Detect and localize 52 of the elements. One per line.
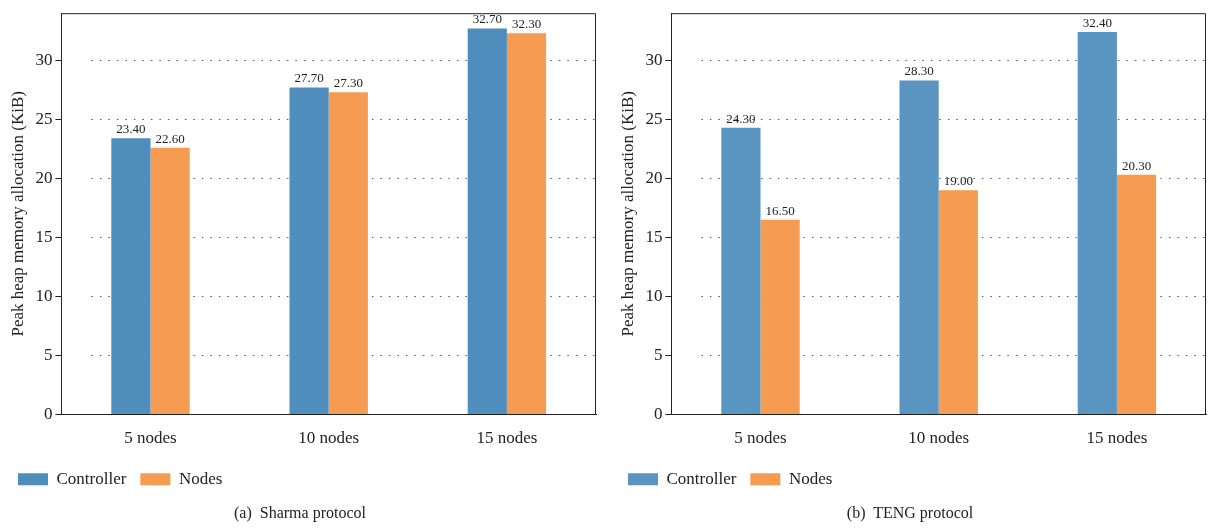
y-tick-label: 10	[645, 285, 663, 305]
y-tick-label: 30	[35, 49, 53, 69]
data-label: 16.50	[765, 202, 795, 218]
bar	[111, 138, 151, 414]
y-tick-label: 10	[35, 285, 53, 305]
bar	[899, 80, 939, 414]
x-tick-label: 5 nodes	[124, 428, 177, 448]
x-tick-label: 10 nodes	[908, 428, 970, 448]
bar	[1116, 174, 1157, 414]
data-label: 32.70	[472, 11, 502, 27]
bar	[328, 92, 368, 414]
bar	[938, 190, 978, 414]
x-tick-label: 5 nodes	[734, 428, 787, 448]
y-tick-label: 5	[43, 344, 53, 364]
legend-label: Nodes	[788, 468, 833, 488]
y-tick-label: 5	[653, 344, 663, 364]
data-label: 24.30	[726, 110, 756, 126]
y-tick-label: 25	[645, 108, 663, 128]
x-tick-label: 15 nodes	[1086, 428, 1148, 448]
data-label: 28.30	[904, 63, 934, 79]
bar	[467, 28, 507, 414]
data-label: 27.70	[294, 70, 324, 86]
x-tick-label: 10 nodes	[298, 428, 360, 448]
y-tick-label: 20	[645, 167, 663, 187]
data-label: 27.30	[333, 75, 363, 91]
bar	[1077, 32, 1117, 414]
y-tick-label: 15	[35, 226, 53, 246]
bar	[760, 219, 800, 414]
y-axis-title: Peak heap memory allocation (KiB)	[617, 91, 637, 337]
text: (b) TENG protocol	[846, 503, 974, 522]
bar	[150, 147, 190, 414]
y-tick-label: 0	[43, 403, 53, 423]
bar	[506, 33, 547, 414]
legend-label: Controller	[666, 468, 737, 488]
data-label: 20.30	[1121, 157, 1152, 173]
y-tick-label: 0	[653, 403, 663, 423]
bar	[721, 127, 761, 414]
y-axis-title: Peak heap memory allocation (KiB)	[7, 91, 27, 337]
legend-label: Nodes	[178, 468, 223, 488]
y-tick-label: 25	[35, 108, 53, 128]
y-tick-label: 20	[35, 167, 53, 187]
data-label: 32.40	[1082, 15, 1112, 30]
data-label: 22.60	[155, 130, 185, 146]
text: (a) Sharma protocol	[234, 503, 367, 522]
y-tick-label: 15	[645, 226, 663, 246]
bar	[289, 87, 329, 414]
data-label: 19.00	[943, 173, 973, 189]
x-tick-label: 15 nodes	[476, 428, 538, 448]
data-label: 23.40	[116, 121, 146, 137]
data-label: 32.30	[511, 16, 542, 32]
legend-label: Controller	[56, 468, 127, 488]
y-tick-label: 30	[645, 49, 663, 69]
